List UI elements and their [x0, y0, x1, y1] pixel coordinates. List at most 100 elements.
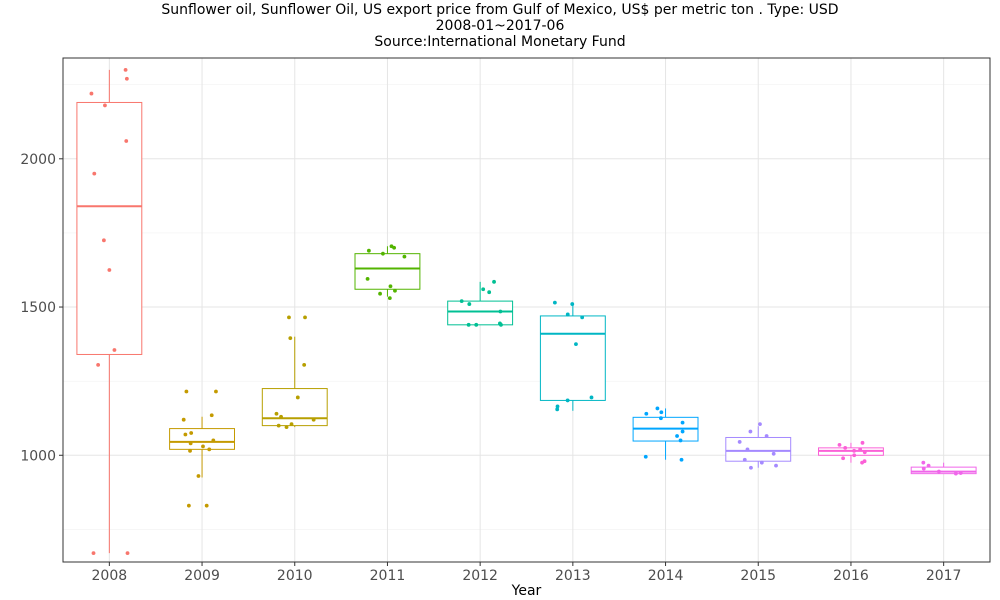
data-point: [209, 413, 214, 418]
data-point: [207, 447, 212, 452]
x-tick-label: 2015: [740, 568, 776, 584]
data-point: [474, 322, 479, 327]
box-2010: [261, 388, 328, 427]
data-point: [565, 312, 570, 317]
data-point: [184, 389, 189, 394]
x-tick-label: 2009: [184, 568, 220, 584]
data-point: [481, 287, 486, 292]
data-point: [181, 417, 186, 422]
x-tick-label: 2011: [370, 568, 406, 584]
data-point: [123, 67, 128, 72]
data-point: [107, 268, 112, 272]
data-point: [745, 447, 750, 452]
box-2011: [354, 253, 421, 290]
data-point: [186, 503, 191, 508]
data-point: [124, 76, 129, 81]
data-point: [498, 309, 503, 314]
data-point: [201, 444, 205, 449]
data-point: [378, 291, 382, 296]
data-point: [211, 438, 216, 443]
data-point: [759, 460, 764, 465]
data-point: [644, 411, 649, 416]
data-point: [937, 469, 941, 474]
data-point: [188, 448, 192, 453]
data-point: [758, 422, 762, 427]
data-point: [742, 457, 747, 462]
data-point: [862, 450, 867, 455]
data-point: [555, 404, 560, 409]
data-point: [288, 336, 293, 341]
x-tick-label: 2014: [648, 568, 684, 584]
x-tick-label: 2016: [833, 568, 869, 584]
data-point: [659, 416, 663, 421]
data-point: [189, 431, 194, 435]
data-point: [366, 248, 371, 253]
data-point: [678, 438, 683, 443]
data-point: [365, 276, 370, 281]
data-point: [214, 389, 218, 394]
data-point: [279, 414, 283, 419]
data-point: [921, 466, 926, 471]
box-2008: [76, 101, 143, 355]
data-point: [926, 463, 931, 468]
data-point: [91, 551, 96, 556]
data-point: [860, 460, 864, 465]
data-point: [125, 551, 130, 556]
data-point: [570, 302, 575, 306]
data-point: [680, 420, 685, 425]
box-2017: [910, 466, 977, 475]
data-point: [274, 411, 279, 416]
data-point: [467, 302, 472, 306]
data-point: [388, 284, 393, 289]
data-point: [196, 474, 201, 478]
chart-title-line1: Sunflower oil, Sunflower Oil, US export …: [161, 2, 839, 18]
data-point: [289, 422, 294, 427]
data-point: [183, 432, 188, 437]
data-point: [858, 447, 863, 452]
box-2012: [447, 300, 514, 326]
x-tick-label: 2012: [462, 568, 498, 584]
data-point: [764, 434, 769, 438]
data-point: [921, 460, 926, 465]
y-tick-label: 2000: [20, 152, 56, 168]
data-point: [574, 342, 578, 346]
box-2013: [539, 315, 606, 401]
data-point: [101, 238, 106, 243]
data-point: [643, 454, 648, 459]
data-point: [103, 103, 107, 108]
data-point: [92, 171, 97, 176]
data-point: [466, 322, 471, 327]
data-point: [675, 434, 679, 438]
data-point: [565, 398, 570, 403]
box-2015: [725, 436, 792, 462]
chart-title-line3: Source:International Monetary Fund: [374, 34, 626, 50]
data-point: [284, 425, 289, 430]
data-point: [837, 442, 842, 447]
data-point: [112, 348, 117, 352]
panel-border: [62, 57, 991, 563]
chart-title: Sunflower oil, Sunflower Oil, US export …: [0, 2, 1000, 50]
data-point: [459, 299, 464, 304]
x-tick-label: 2013: [555, 568, 591, 584]
data-point: [487, 290, 492, 295]
x-tick-label: 2010: [277, 568, 313, 584]
data-point: [302, 362, 307, 367]
x-tick-label: 2008: [92, 568, 128, 584]
x-axis-title: Year: [511, 583, 542, 599]
data-point: [311, 417, 316, 422]
data-point: [748, 429, 753, 434]
y-tick-label: 1000: [20, 448, 56, 464]
data-point: [737, 440, 742, 444]
data-point: [771, 451, 776, 456]
data-point: [659, 410, 664, 415]
data-point: [749, 465, 753, 470]
data-point: [381, 251, 385, 256]
data-point: [958, 471, 963, 475]
data-point: [555, 407, 560, 412]
chart-title-line2: 2008-01~2017-06: [435, 18, 565, 34]
data-point: [580, 315, 585, 320]
data-point: [303, 315, 307, 320]
data-point: [679, 457, 684, 462]
x-tick-label: 2017: [926, 568, 962, 584]
